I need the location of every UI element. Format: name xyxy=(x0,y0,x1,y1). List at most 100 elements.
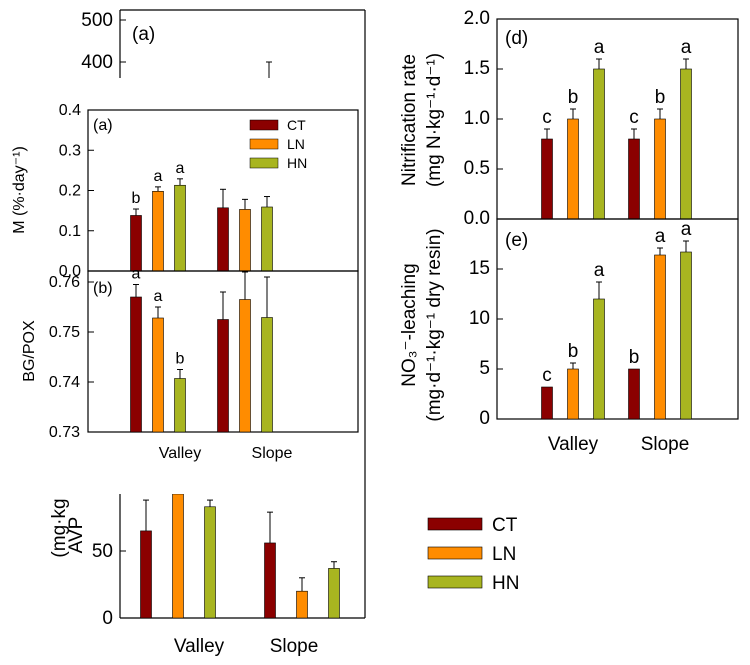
no3-xtick-slope: Slope xyxy=(641,434,690,455)
bgpox-significance-letter: b xyxy=(176,351,185,368)
avp-bar-ct-valley xyxy=(140,530,152,619)
m-significance-letter: a xyxy=(154,168,163,185)
avp-xtick-slope: Slope xyxy=(270,636,319,657)
d-significance-letter: c xyxy=(542,107,552,128)
main-legend-label-hn: HN xyxy=(492,573,519,594)
avp-ytick-label: 500 xyxy=(81,10,113,31)
avp-ytick-label: 0 xyxy=(102,608,113,629)
e-bar-ct-valley xyxy=(541,386,553,420)
bgpox-ytick-label: 0.75 xyxy=(49,324,80,341)
avp-bar-ln-valley xyxy=(172,493,184,619)
no3-ylabel-line1: NO₃⁻-leaching xyxy=(399,263,420,386)
e-bar-ln-valley xyxy=(567,368,579,420)
d-significance-letter: b xyxy=(568,87,579,108)
e-significance-letter: a xyxy=(594,260,605,281)
no3-ylabel-line2: (mg·d⁻¹·kg⁻¹ dry resin) xyxy=(424,228,445,421)
e-bar-hn-valley xyxy=(593,298,605,420)
avp-bar-ln-slope xyxy=(296,590,308,619)
e-bar-ln-slope xyxy=(654,254,666,420)
d-ytick-label: 0.5 xyxy=(464,158,490,179)
avp-ylabel-line1: AVP xyxy=(66,517,87,554)
d-bar-ln-valley xyxy=(567,118,579,220)
m-bar-ct-slope xyxy=(217,207,229,272)
legend: CT LN HN xyxy=(249,117,307,171)
m-bar-ln-valley xyxy=(152,191,164,272)
legend-label-ln: LN xyxy=(287,136,305,152)
m-ytick-label: 0.1 xyxy=(59,223,81,240)
no3-xtick-valley: Valley xyxy=(548,434,599,455)
nitrification-ylabel-line1: Nitrification rate xyxy=(399,54,420,186)
e-ytick-label: 15 xyxy=(469,258,490,279)
main-legend-swatch-ln xyxy=(427,546,483,560)
bgpox-ytick-label: 0.74 xyxy=(49,374,80,391)
e-significance-letter: a xyxy=(681,219,692,240)
nitrification-frame xyxy=(496,18,739,220)
bgpox-bar-ct-slope xyxy=(217,319,229,433)
e-ytick-label: 0 xyxy=(479,408,490,429)
e-bar-ct-slope xyxy=(628,368,640,420)
main-legend-label-ct: CT xyxy=(492,515,518,536)
avp-panel-label: (a) xyxy=(132,24,155,45)
d-bar-hn-valley xyxy=(593,68,605,220)
avp-panel: (a) 0 50 400 500 AVP (mg·kg Valley Slope xyxy=(49,9,366,657)
d-bar-ln-slope xyxy=(654,118,666,220)
bgpox-significance-letter: a xyxy=(132,266,141,283)
d-significance-letter: a xyxy=(681,37,692,58)
bgpox-panel: (b) 0.73 0.74 0.75 0.76 aa b BG/POX Valley S… xyxy=(21,266,359,462)
m-significance-letter: b xyxy=(132,190,141,207)
d-significance-letter: b xyxy=(655,87,666,108)
m-ytick-label: 0.3 xyxy=(59,142,81,159)
bgpox-bar-hn-slope xyxy=(261,317,273,433)
legend-label-ct: CT xyxy=(287,117,306,133)
d-ytick-label: 1.5 xyxy=(464,58,490,79)
e-ytick-label: 5 xyxy=(479,358,490,379)
main-legend-label-ln: LN xyxy=(492,544,516,565)
avp-bar-ct-slope xyxy=(264,542,276,619)
main-legend: CT LN HN xyxy=(427,515,519,594)
d-bar-ct-valley xyxy=(541,138,553,220)
bgpox-panel-label: (b) xyxy=(93,280,113,297)
e-significance-letter: a xyxy=(655,226,666,247)
d-ytick-label: 2.0 xyxy=(464,8,490,29)
avp-ytick-label: 400 xyxy=(81,52,113,73)
bgpox-ytick-label: 0.73 xyxy=(49,424,80,441)
bgpox-ylabel: BG/POX xyxy=(21,320,38,382)
avp-ytick-label: 50 xyxy=(92,541,113,562)
bgpox-significance-letter: a xyxy=(154,288,163,305)
legend-swatch-ln xyxy=(249,138,279,150)
avp-bar-hn-valley xyxy=(204,506,216,619)
no3-frame xyxy=(496,218,739,420)
e-significance-letter: b xyxy=(629,347,640,368)
legend-swatch-ct xyxy=(249,119,279,131)
avp-ylabel-line2: (mg·kg xyxy=(49,498,70,557)
d-bar-hn-slope xyxy=(680,68,692,220)
nitrification-ylabel-line2: (mg N·kg⁻¹·d⁻¹) xyxy=(424,53,445,187)
m-significance-letter: a xyxy=(176,160,185,177)
m-panel: (a) 0.00.10.20.30.4 ba a M (%·day⁻¹) CTLN… xyxy=(11,102,359,280)
e-bar-hn-slope xyxy=(680,251,692,420)
d-significance-letter: a xyxy=(594,37,605,58)
bgpox-bar-ln-valley xyxy=(152,317,164,433)
d-ytick-label: 1.0 xyxy=(464,108,490,129)
m-ytick-label: 0.4 xyxy=(59,102,81,119)
bgpox-xtick-valley: Valley xyxy=(159,445,201,462)
no3-panel-label: (e) xyxy=(505,230,528,251)
m-bar-hn-valley xyxy=(174,184,186,272)
d-bar-ct-slope xyxy=(628,138,640,220)
avp-bar-hn-slope xyxy=(328,568,340,619)
m-bar-ct-valley xyxy=(130,215,142,272)
legend-label-hn: HN xyxy=(287,155,307,171)
m-ylabel: M (%·day⁻¹) xyxy=(11,146,28,234)
inset-background xyxy=(40,78,360,494)
m-bar-ln-slope xyxy=(239,209,251,272)
bgpox-bar-ct-valley xyxy=(130,296,142,433)
m-ytick-label: 0.0 xyxy=(59,263,81,280)
bgpox-bar-hn-valley xyxy=(174,378,186,433)
d-significance-letter: c xyxy=(629,107,639,128)
main-legend-swatch-hn xyxy=(427,575,483,589)
m-ytick-label: 0.2 xyxy=(59,183,81,200)
avp-xtick-valley: Valley xyxy=(174,636,225,657)
legend-swatch-hn xyxy=(249,157,279,169)
